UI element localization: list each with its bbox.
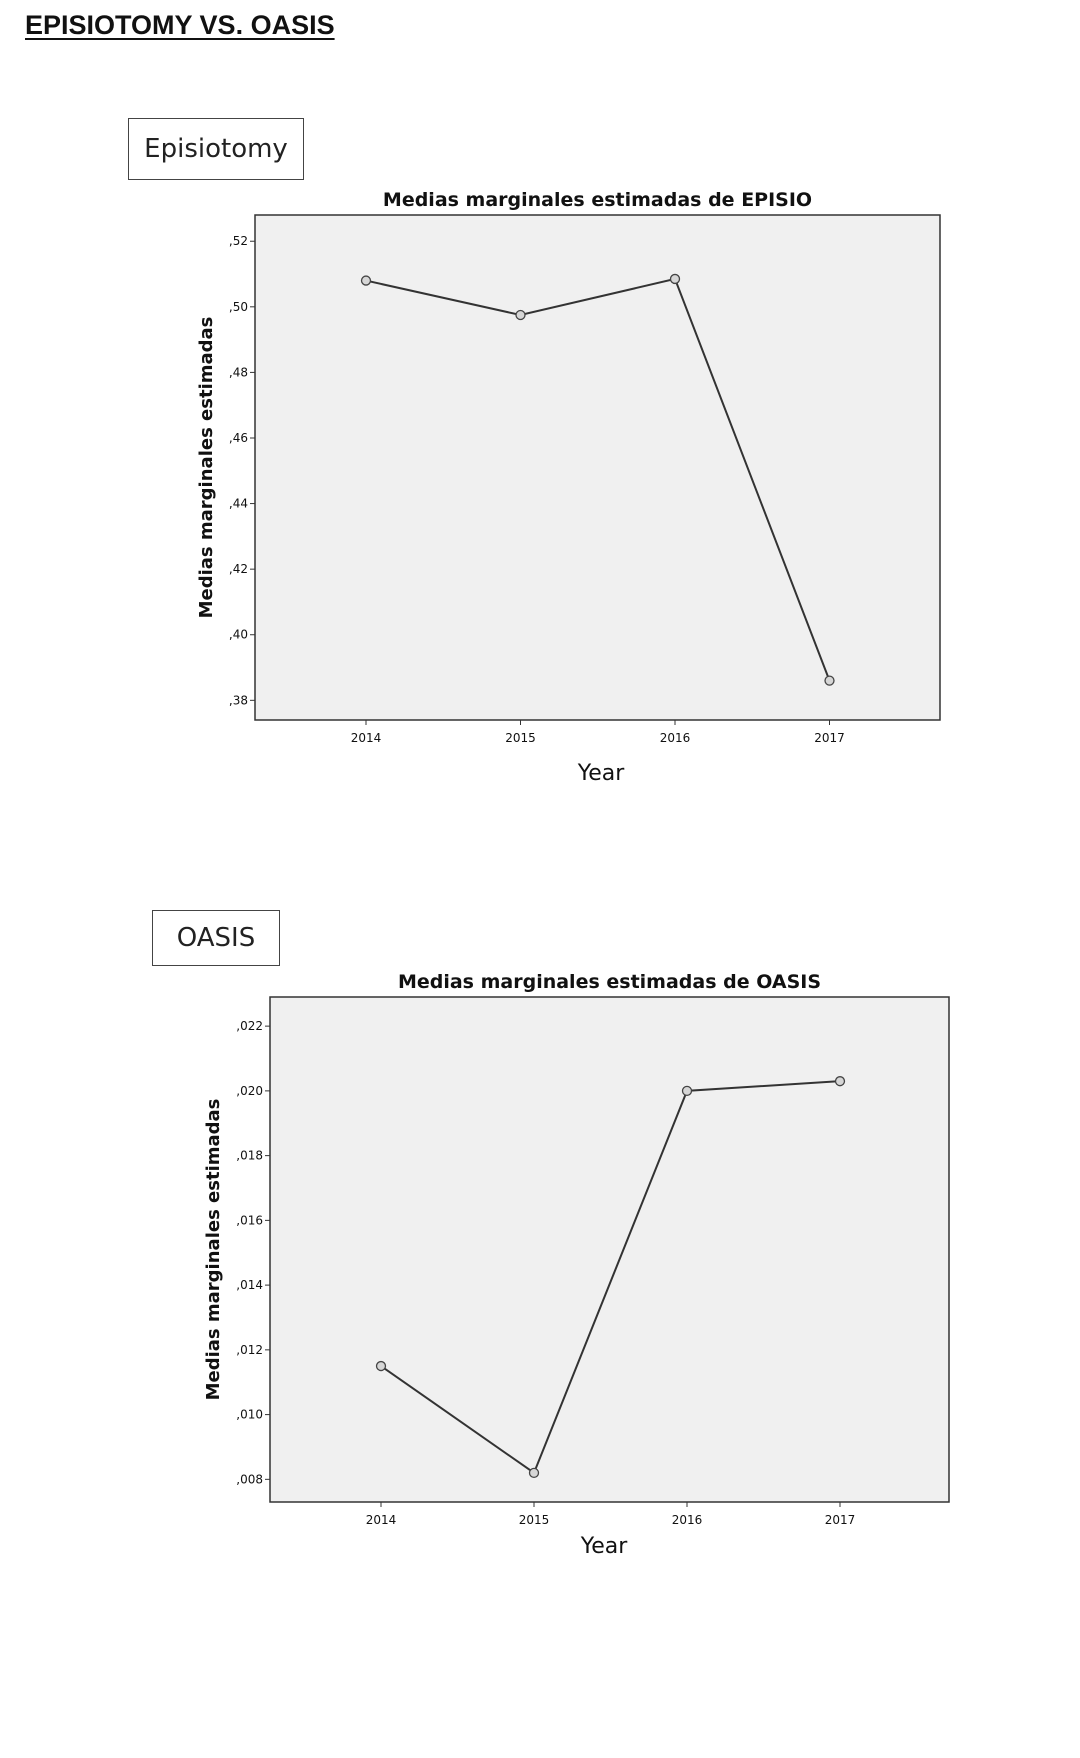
y-tick-label: ,48 <box>229 365 248 379</box>
x-tick-label: 2015 <box>505 731 536 745</box>
y-tick-label: ,42 <box>229 562 248 576</box>
episiotomy-chart: Medias marginales estimadas de EPISIO ,38… <box>196 189 941 786</box>
y-axis-label: Medias marginales estimadas <box>196 317 217 619</box>
chart-title: Medias marginales estimadas de OASIS <box>398 971 821 993</box>
x-tick-label: 2017 <box>814 731 845 745</box>
x-axis-label: Year <box>580 1534 629 1559</box>
y-tick-label: ,020 <box>236 1084 263 1098</box>
series-line <box>365 277 831 682</box>
y-tick-label: ,40 <box>229 628 248 642</box>
y-tick-label: ,52 <box>229 234 248 248</box>
x-tick-label: 2016 <box>660 731 691 745</box>
data-point <box>824 675 835 686</box>
data-point <box>681 1085 693 1097</box>
y-tick-label: ,022 <box>236 1019 263 1033</box>
y-tick-label: ,014 <box>236 1278 263 1292</box>
series-line <box>380 1080 841 1475</box>
plot-area <box>269 996 950 1503</box>
plot-area <box>254 214 941 721</box>
chart-title: Medias marginales estimadas de EPISIO <box>383 189 812 211</box>
y-tick-label: ,016 <box>236 1213 263 1227</box>
x-tick-label: 2016 <box>672 1513 703 1527</box>
page-title: EPISIOTOMY VS. OASIS <box>25 10 335 40</box>
y-tick-label: ,50 <box>229 300 248 314</box>
x-axis-label: Year <box>577 761 626 786</box>
y-tick-label: ,44 <box>229 497 248 511</box>
episiotomy-label-box: Episiotomy <box>128 118 304 180</box>
data-point <box>375 1360 387 1372</box>
data-point <box>528 1467 540 1479</box>
data-point <box>360 275 372 286</box>
y-tick-label: ,012 <box>236 1343 263 1357</box>
y-axis-label: Medias marginales estimadas <box>203 1099 224 1401</box>
y-tick-label: ,38 <box>229 693 248 707</box>
data-point <box>669 273 681 285</box>
y-tick-label: ,46 <box>229 431 248 445</box>
data-point <box>834 1076 846 1087</box>
oasis-chart: Medias marginales estimadas de OASIS ,008… <box>203 971 950 1559</box>
x-tick-label: 2014 <box>351 731 382 745</box>
x-tick-label: 2017 <box>825 1513 856 1527</box>
y-tick-label: ,008 <box>236 1472 263 1486</box>
x-tick-label: 2015 <box>519 1513 550 1527</box>
oasis-label-box: OASIS <box>152 910 280 966</box>
x-tick-label: 2014 <box>366 1513 397 1527</box>
y-tick-label: ,010 <box>236 1408 263 1422</box>
data-point <box>515 309 526 321</box>
y-tick-label: ,018 <box>236 1149 263 1163</box>
